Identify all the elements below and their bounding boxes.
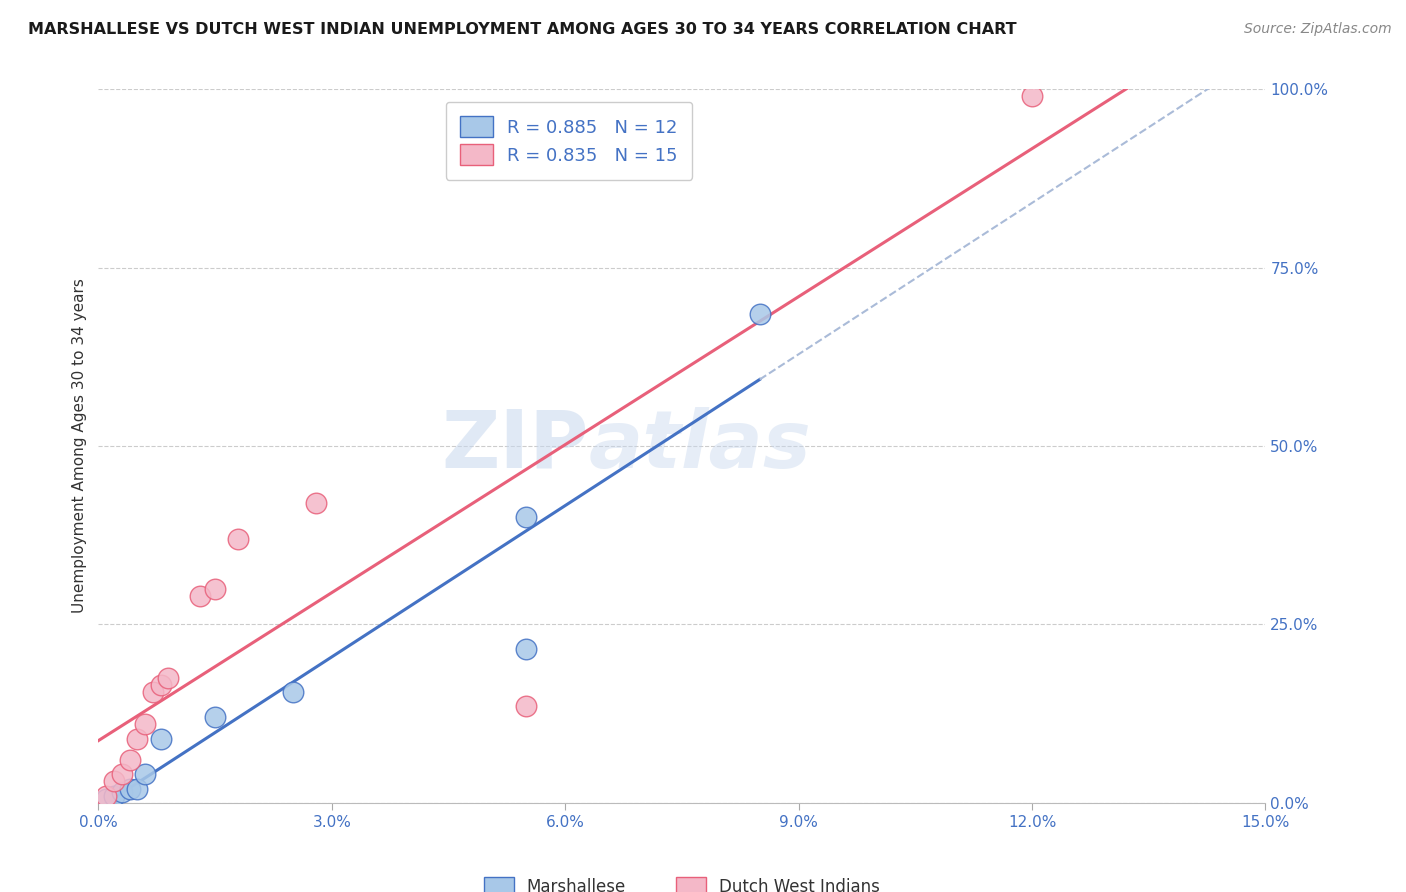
Point	[96, 792, 118, 806]
Point	[118, 781, 141, 796]
Point	[305, 496, 328, 510]
Point	[1021, 89, 1043, 103]
Point	[142, 685, 165, 699]
Point	[134, 717, 156, 731]
Point	[204, 710, 226, 724]
Point	[96, 789, 118, 803]
Point	[157, 671, 180, 685]
Point	[111, 767, 134, 781]
Point	[134, 767, 156, 781]
Point	[228, 532, 250, 546]
Point	[118, 753, 141, 767]
Text: Source: ZipAtlas.com: Source: ZipAtlas.com	[1244, 22, 1392, 37]
Point	[515, 642, 537, 657]
Point	[149, 731, 172, 746]
Text: MARSHALLESE VS DUTCH WEST INDIAN UNEMPLOYMENT AMONG AGES 30 TO 34 YEARS CORRELAT: MARSHALLESE VS DUTCH WEST INDIAN UNEMPLO…	[28, 22, 1017, 37]
Point	[748, 307, 770, 321]
Legend: Marshallese, Dutch West Indians: Marshallese, Dutch West Indians	[475, 868, 889, 892]
Point	[515, 510, 537, 524]
Point	[188, 589, 211, 603]
Y-axis label: Unemployment Among Ages 30 to 34 years: Unemployment Among Ages 30 to 34 years	[72, 278, 87, 614]
Point	[515, 699, 537, 714]
Point	[204, 582, 226, 596]
Point	[281, 685, 304, 699]
Point	[149, 678, 172, 692]
Point	[103, 774, 125, 789]
Text: ZIP: ZIP	[441, 407, 589, 485]
Point	[103, 789, 125, 803]
Point	[111, 785, 134, 799]
Text: atlas: atlas	[589, 407, 811, 485]
Point	[127, 731, 149, 746]
Point	[127, 781, 149, 796]
